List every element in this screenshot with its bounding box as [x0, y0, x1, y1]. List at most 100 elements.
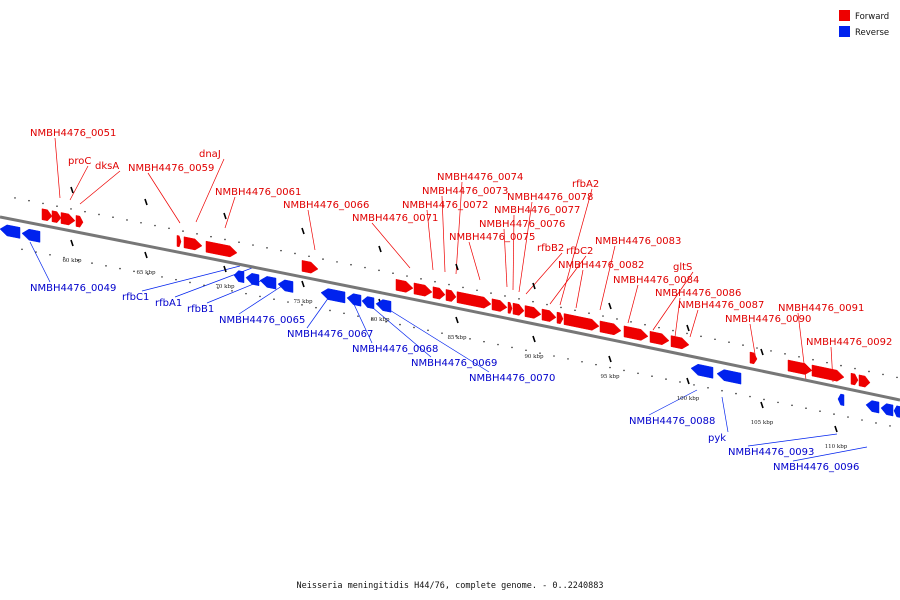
scale-dot — [791, 404, 793, 407]
scale-dot — [147, 273, 149, 275]
legend-reverse-label: Reverse — [855, 28, 889, 38]
scale-dot — [504, 295, 506, 297]
legend-reverse-swatch — [839, 26, 850, 37]
scale-dot — [329, 309, 331, 312]
tick-mark — [378, 245, 382, 253]
scale-dot — [840, 364, 842, 367]
tick-label: 80 kbp — [370, 317, 390, 323]
tick-mark — [455, 316, 459, 324]
scale-dot — [588, 312, 590, 314]
tick-mark — [532, 335, 536, 343]
forward-gene-label: NMBH4476_0082 — [558, 260, 644, 271]
forward-gene-label: dksA — [95, 161, 119, 172]
tick-label: 85 kbp — [447, 335, 467, 341]
label-leader — [674, 297, 681, 338]
scale-dot — [742, 344, 744, 346]
forward-gene-arrow — [556, 311, 564, 325]
gene-arrows — [0, 208, 900, 418]
scale-dot — [434, 280, 436, 283]
forward-gene-label: rfbA2 — [572, 179, 599, 190]
label-leader — [441, 195, 446, 273]
forward-gene-label: NMBH4476_0091 — [778, 303, 864, 314]
label-leader — [747, 433, 838, 447]
scale-dot — [553, 355, 555, 357]
scale-dot — [574, 309, 576, 312]
forward-gene-arrow — [850, 372, 859, 386]
label-leader — [306, 296, 330, 329]
tick-mark — [760, 348, 764, 356]
scale-dot — [385, 320, 387, 323]
tick-mark — [223, 265, 227, 273]
scale-ticks: 60 kbp 65 kbp 70 kbp 75 kbp 80 kbp 85 kbp 90 k… — [62, 186, 848, 450]
reverse-gene-arrow — [375, 299, 392, 313]
scale-dot — [105, 265, 107, 267]
scale-dot — [196, 233, 198, 235]
scale-dot — [784, 353, 786, 355]
reverse-gene-label: NMBH4476_0096 — [773, 462, 859, 473]
forward-gene-label: NMBH4476_0083 — [595, 236, 681, 247]
forward-gene-arrow — [183, 236, 203, 251]
forward-gene-arrow — [541, 308, 557, 322]
reverse-gene-arrow — [245, 273, 260, 287]
forward-gene-arrow — [413, 282, 433, 297]
forward-gene-arrow — [445, 289, 457, 302]
scale-dot — [889, 425, 891, 427]
scale-dot — [882, 373, 884, 376]
scale-dot — [287, 301, 289, 303]
scale-dot — [217, 287, 219, 289]
label-leader — [512, 214, 515, 291]
label-leader — [559, 188, 593, 306]
label-leader — [599, 245, 616, 311]
label-leader — [365, 301, 432, 358]
forward-gene-label: NMBH4476_0066 — [283, 200, 369, 211]
scale-dot — [112, 216, 114, 219]
scale-dot — [812, 358, 814, 361]
scale-dot — [679, 381, 681, 383]
tick-label: 90 kbp — [524, 354, 544, 360]
scale-dot — [714, 338, 716, 341]
forward-gene-label: NMBH4476_0077 — [494, 205, 580, 216]
backbone-dots — [14, 197, 898, 427]
scale-dot — [875, 422, 877, 424]
tick-mark — [455, 263, 459, 271]
gene-labels: NMBH4476_0051 proC dksA NMBH4476_0059 dnaJ NM… — [30, 128, 892, 473]
scale-dot — [462, 286, 464, 289]
forward-gene-arrow — [811, 364, 845, 382]
reverse-gene-label: NMBH4476_0065 — [219, 315, 305, 326]
scale-dot — [868, 370, 870, 373]
tick-label: 60 kbp — [62, 258, 82, 264]
reverse-gene-arrow — [320, 288, 346, 304]
scale-dot — [371, 318, 373, 320]
reverse-gene-arrow — [690, 363, 714, 379]
forward-gene-label: NMBH4476_0092 — [806, 337, 892, 348]
label-leader — [455, 181, 463, 275]
reverse-gene-arrow — [21, 228, 41, 243]
legend-forward-swatch — [839, 10, 850, 21]
reverse-gene-label: NMBH4476_0068 — [352, 344, 438, 355]
label-leader — [792, 446, 868, 462]
scale-dot — [497, 343, 499, 346]
legend-forward-label: Forward — [855, 12, 889, 22]
scale-dot — [770, 350, 772, 352]
scale-dot — [693, 384, 695, 386]
scale-dot — [238, 241, 240, 244]
forward-gene-label: NMBH4476_0086 — [655, 288, 741, 299]
scale-dot — [707, 386, 709, 389]
scale-dot — [301, 304, 303, 306]
tick-mark — [760, 401, 764, 409]
scale-dot — [777, 401, 779, 404]
label-leader — [549, 255, 587, 305]
scale-dot — [280, 249, 282, 252]
scale-dot — [119, 267, 121, 270]
tick-label: 105 kbp — [751, 420, 774, 426]
tick-mark — [70, 239, 74, 247]
reverse-gene-arrow — [361, 296, 375, 310]
label-leader — [238, 283, 286, 315]
forward-gene-label: NMBH4476_0075 — [449, 232, 535, 243]
scale-dot — [189, 281, 191, 284]
reverse-gene-label: rfbC1 — [122, 292, 149, 303]
label-leader — [468, 241, 481, 281]
scale-dot — [763, 398, 765, 401]
label-leader — [648, 389, 698, 416]
forward-gene-label: NMBH4476_0084 — [613, 275, 699, 286]
